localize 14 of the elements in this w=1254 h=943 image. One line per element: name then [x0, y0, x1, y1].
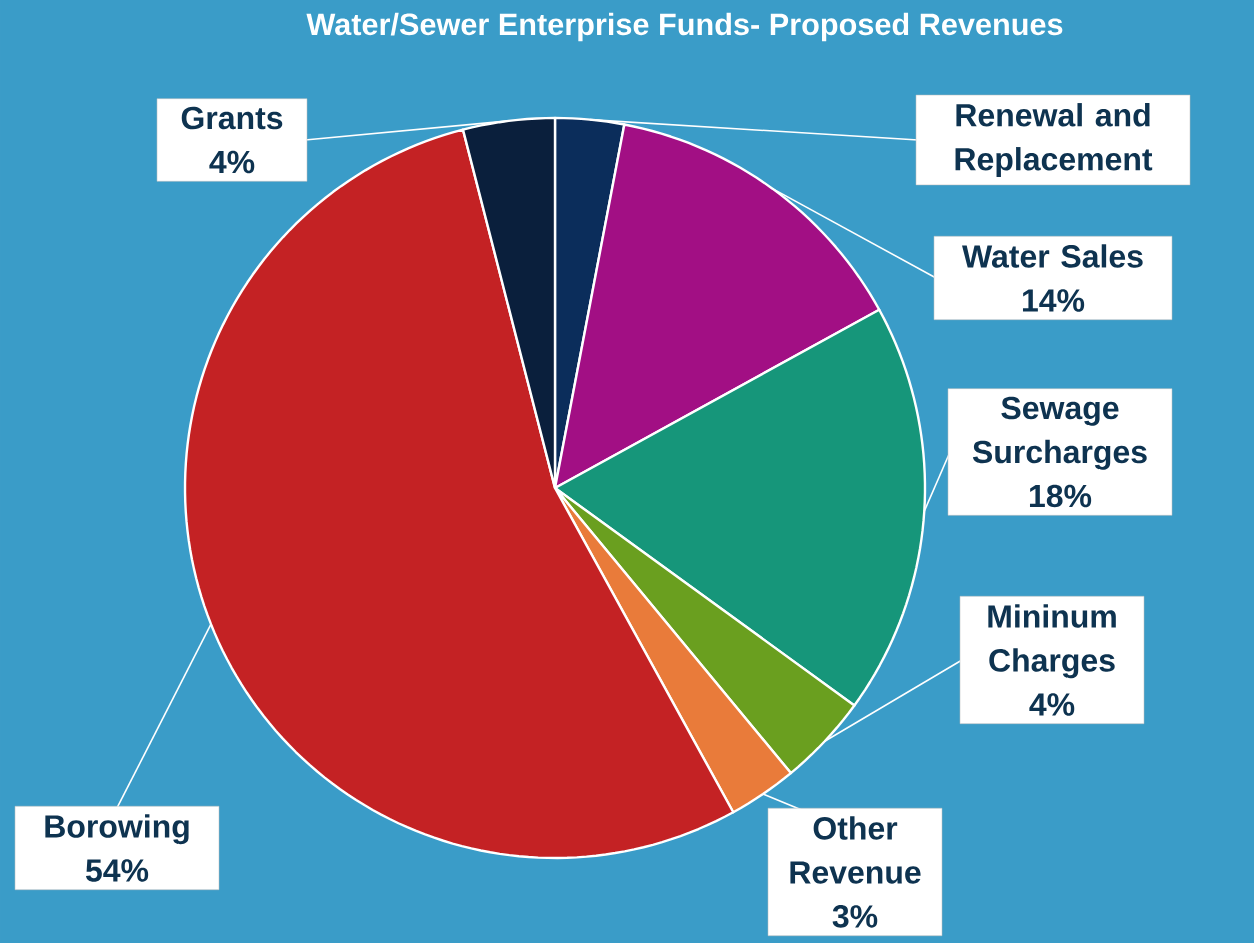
data-label: 4% [1029, 693, 1075, 716]
slice-label: Water Sales [962, 244, 1143, 268]
data-label: 3% [832, 905, 878, 928]
slice-label: Grants [181, 106, 283, 130]
data-label: 54% [85, 859, 149, 882]
slice-label: Borowing [45, 814, 189, 845]
data-label: 18% [1029, 484, 1092, 508]
slice-label: Sewage Surcharges [972, 396, 1147, 470]
data-label: 14% [1022, 289, 1085, 312]
slice-label: Mininum Charges [988, 604, 1116, 679]
data-label: 4% [209, 150, 255, 174]
slice-label: Renewal and Replacement [955, 103, 1153, 177]
slice-label: Other Revenue [790, 816, 921, 884]
chart-title: Water/Sewer Enterprise Funds- Proposed Revenues [306, 12, 1063, 42]
